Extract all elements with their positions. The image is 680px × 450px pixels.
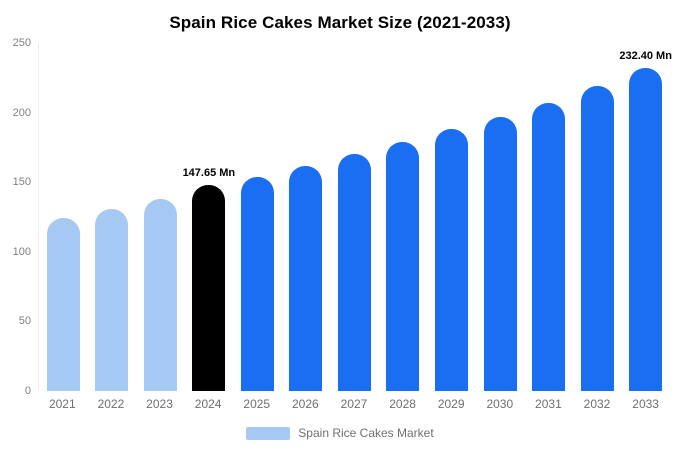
bar-2033 <box>629 67 663 391</box>
bar-column-2033: 232.40 Mn <box>619 43 672 391</box>
bar-column-2026 <box>282 43 331 391</box>
legend-swatch <box>246 426 291 440</box>
x-label-2024: 2024 <box>194 397 222 411</box>
bar-column-2031 <box>524 43 573 391</box>
y-tick-250: 250 <box>12 37 31 49</box>
x-label-2026: 2026 <box>292 397 319 411</box>
bar-2032 <box>580 86 614 391</box>
x-label-2031: 2031 <box>535 397 562 411</box>
y-tick-100: 100 <box>12 245 31 258</box>
bar-2030 <box>483 116 517 391</box>
bar-2027 <box>337 154 371 391</box>
legend-label: Spain Rice Cakes Market <box>298 426 434 440</box>
bar-column-2030 <box>476 43 525 391</box>
bar-2028 <box>386 141 420 391</box>
x-label-2033: 2033 <box>632 397 659 411</box>
bar-2025 <box>240 176 274 391</box>
x-label-2032: 2032 <box>583 397 611 411</box>
bar-column-2021 <box>39 43 88 391</box>
bar-column-2024: 147.65 Mn <box>182 43 236 391</box>
bars-container: 147.65 Mn 232.40 Mn <box>38 43 672 391</box>
bar-column-2032 <box>573 43 622 391</box>
bar-2026 <box>289 165 323 391</box>
bar-2024 <box>192 185 226 391</box>
y-tick-200: 200 <box>12 106 31 119</box>
x-label-2030: 2030 <box>486 397 514 411</box>
bar-2022 <box>95 208 129 391</box>
bar-2031 <box>532 102 566 391</box>
x-label-2022: 2022 <box>97 397 125 411</box>
x-label-2028: 2028 <box>389 397 416 411</box>
bar-column-2025 <box>233 43 282 391</box>
legend[interactable]: Spain Rice Cakes Market <box>0 426 680 440</box>
x-label-2027: 2027 <box>340 397 368 411</box>
x-label-2023: 2023 <box>146 397 173 411</box>
bar-2021 <box>46 218 80 391</box>
x-label-2021: 2021 <box>48 397 76 411</box>
y-tick-50: 50 <box>18 315 31 328</box>
y-tick-150: 150 <box>12 176 31 189</box>
x-label-2029: 2029 <box>437 397 465 411</box>
bar-column-2023 <box>136 43 185 391</box>
bar-column-2022 <box>88 43 137 391</box>
bar-column-2029 <box>427 43 476 391</box>
x-axis-labels: 2021 2022 2023 2024 2025 2026 2027 2028 2029 2030… <box>38 397 670 411</box>
x-label-2025: 2025 <box>243 397 271 411</box>
plot-area: 147.65 Mn 232.40 Mn 0 50 100 150 200 250 <box>13 37 672 397</box>
bar-2029 <box>435 129 469 391</box>
chart-title: Spain Rice Cakes Market Size (2021-2033) <box>169 13 511 32</box>
bar-column-2027 <box>330 43 379 391</box>
bar-column-2028 <box>379 43 428 391</box>
bar-value-label-2033: 232.40 Mn <box>619 49 672 62</box>
bar-2023 <box>143 198 177 391</box>
bar-value-label-2024: 147.65 Mn <box>182 167 236 180</box>
y-tick-0: 0 <box>24 385 31 397</box>
